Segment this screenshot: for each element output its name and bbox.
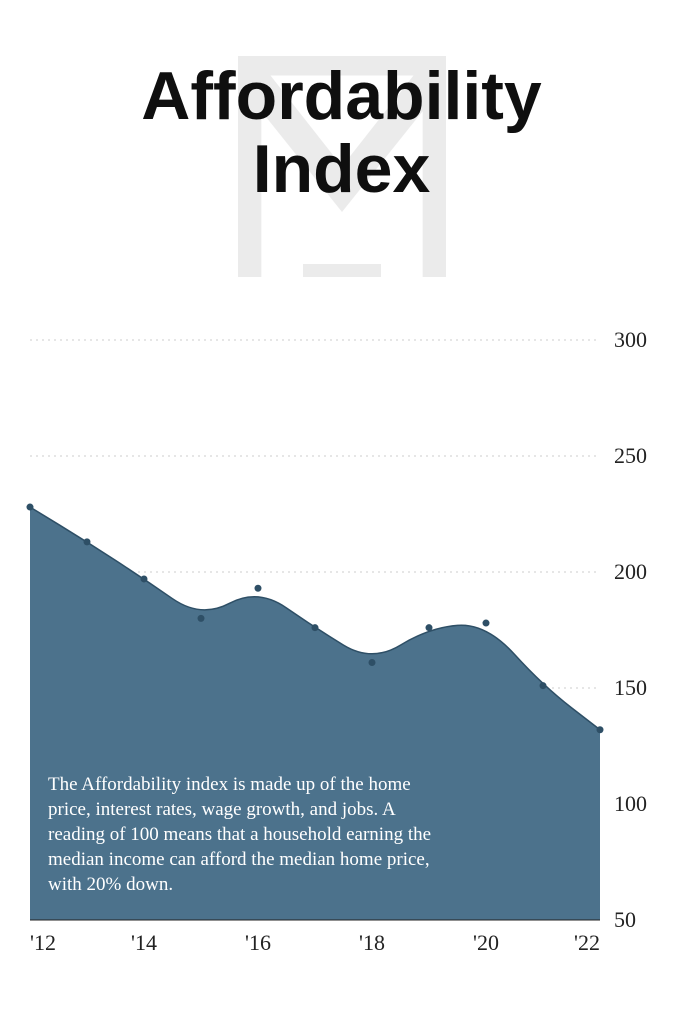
y-tick-label: 200 [614, 559, 647, 584]
page-title: Affordability Index [0, 60, 683, 207]
data-point [141, 575, 148, 582]
x-tick-label: '20 [473, 930, 499, 955]
data-point [312, 624, 319, 631]
affordability-chart: 50100150200250300'12'14'16'18'20'22The A… [20, 330, 660, 970]
y-tick-label: 150 [614, 675, 647, 700]
y-tick-label: 300 [614, 330, 647, 352]
title-line-1: Affordability [141, 58, 541, 134]
data-point [27, 504, 34, 511]
data-point [540, 682, 547, 689]
y-tick-label: 100 [614, 791, 647, 816]
data-point [483, 620, 490, 627]
x-tick-label: '22 [574, 930, 600, 955]
title-line-2: Index [253, 131, 431, 207]
x-tick-label: '18 [359, 930, 385, 955]
data-point [597, 726, 604, 733]
data-point [84, 538, 91, 545]
data-point [426, 624, 433, 631]
y-tick-label: 50 [614, 907, 636, 932]
data-point [255, 585, 262, 592]
x-tick-label: '12 [30, 930, 56, 955]
x-tick-label: '14 [131, 930, 157, 955]
x-tick-label: '16 [245, 930, 271, 955]
data-point [198, 615, 205, 622]
data-point [369, 659, 376, 666]
y-tick-label: 250 [614, 443, 647, 468]
